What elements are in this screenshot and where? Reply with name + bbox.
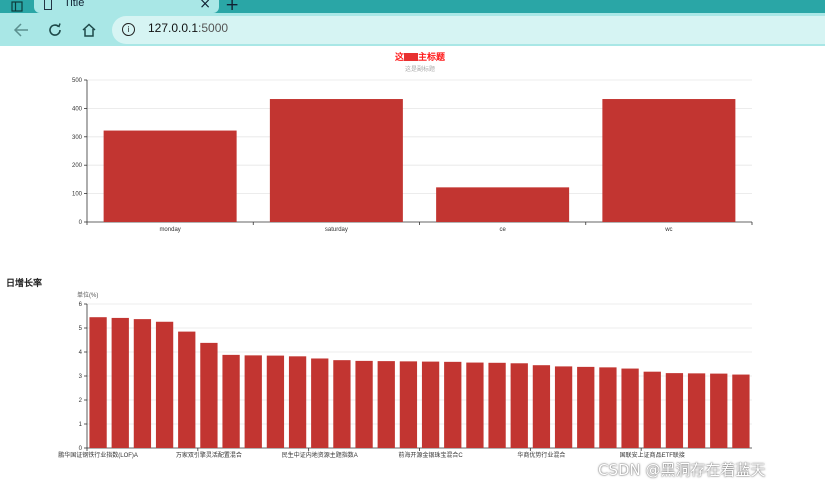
bar bbox=[436, 187, 570, 222]
y-tick-label: 0 bbox=[79, 220, 83, 226]
bar bbox=[687, 373, 706, 448]
bar bbox=[532, 365, 551, 448]
bar bbox=[111, 317, 129, 448]
y-tick-label: 100 bbox=[72, 192, 83, 198]
y-tick-label: 4 bbox=[79, 350, 83, 356]
bar bbox=[399, 361, 418, 448]
bar bbox=[103, 130, 237, 222]
bar bbox=[643, 371, 661, 448]
x-tick-label: monday bbox=[159, 227, 180, 233]
y-tick-label: 400 bbox=[72, 106, 83, 112]
y-tick-label: 300 bbox=[72, 135, 83, 141]
x-tick-label: wc bbox=[664, 227, 672, 233]
bar bbox=[554, 366, 573, 448]
bar bbox=[466, 362, 484, 448]
bar bbox=[732, 374, 750, 448]
bar bbox=[288, 356, 307, 448]
redaction-mark bbox=[404, 53, 418, 61]
bar bbox=[355, 360, 373, 448]
bar bbox=[621, 368, 639, 448]
site-info-icon[interactable]: i bbox=[122, 23, 135, 36]
bar bbox=[266, 355, 285, 448]
bar bbox=[377, 361, 395, 448]
bar bbox=[222, 354, 240, 448]
y-tick-label: 3 bbox=[79, 374, 83, 380]
bar bbox=[488, 362, 506, 448]
x-tick-label: 民生中证内地资源主题指数A bbox=[282, 451, 358, 459]
y-tick-label: 500 bbox=[72, 78, 83, 84]
y-tick-label: 1 bbox=[79, 422, 83, 428]
bar bbox=[599, 367, 617, 448]
y-tick-label: 200 bbox=[72, 163, 83, 169]
chart1-title-prefix: 这 bbox=[394, 52, 404, 62]
bar bbox=[133, 319, 152, 448]
bar bbox=[602, 99, 736, 222]
browser-toolbar: i 127.0.0.1:5000 bbox=[0, 13, 825, 46]
sidebar-toggle-icon[interactable] bbox=[0, 0, 34, 13]
bar bbox=[178, 331, 196, 448]
chart1-title-main: 主标题 bbox=[418, 52, 446, 62]
x-tick-label: ce bbox=[499, 227, 506, 233]
bar bbox=[269, 99, 403, 222]
x-tick-label: 鹏华国证钢铁行业指数(LOF)A bbox=[58, 451, 138, 459]
refresh-icon[interactable] bbox=[44, 19, 66, 41]
x-tick-label: 万家双引擎灵活配置混合 bbox=[176, 451, 242, 459]
x-tick-label: 华商优势行业混合 bbox=[517, 451, 565, 459]
tab-bar: Title × + bbox=[0, 0, 825, 15]
x-tick-label: 国联安上证商品ETF联接 bbox=[620, 451, 685, 459]
tab-title: Title bbox=[64, 0, 85, 9]
bar bbox=[665, 373, 684, 448]
bar bbox=[577, 366, 595, 448]
unit-label: 单位(%) bbox=[77, 293, 99, 299]
chart1-title: 这 主标题 bbox=[0, 50, 825, 63]
chart1-subtitle: 这是副标题 bbox=[404, 67, 435, 73]
url-port: :5000 bbox=[198, 21, 229, 35]
y-tick-label: 5 bbox=[79, 326, 83, 332]
new-tab-icon[interactable]: + bbox=[225, 0, 240, 15]
url-host: 127.0.0.1 bbox=[148, 21, 199, 35]
bar bbox=[444, 361, 462, 448]
close-tab-icon[interactable]: × bbox=[199, 0, 211, 12]
address-bar[interactable]: i 127.0.0.1:5000 bbox=[112, 16, 825, 44]
bar bbox=[333, 360, 351, 448]
bar bbox=[200, 342, 218, 448]
csdn-watermark: CSDN @黑洞存在着蓝天 bbox=[598, 461, 766, 479]
bar bbox=[421, 361, 440, 448]
bar bbox=[311, 358, 329, 448]
y-tick-label: 2 bbox=[79, 398, 83, 404]
y-tick-label: 0 bbox=[79, 446, 83, 452]
back-arrow-icon[interactable] bbox=[10, 19, 32, 41]
growth-rate-title: 日增长率 bbox=[6, 278, 43, 288]
x-tick-label: 前海开源金银珠宝混合C bbox=[398, 451, 463, 459]
url-text: 127.0.0.1:5000 bbox=[148, 21, 228, 35]
browser-tab[interactable]: Title × bbox=[34, 0, 219, 13]
y-tick-label: 6 bbox=[79, 302, 83, 308]
bar bbox=[710, 373, 728, 448]
home-icon[interactable] bbox=[78, 19, 100, 41]
bar bbox=[510, 363, 528, 448]
bar bbox=[244, 355, 262, 448]
bar bbox=[89, 317, 107, 448]
page-icon bbox=[44, 0, 52, 10]
x-tick-label: saturday bbox=[325, 227, 348, 233]
bar bbox=[155, 321, 174, 448]
